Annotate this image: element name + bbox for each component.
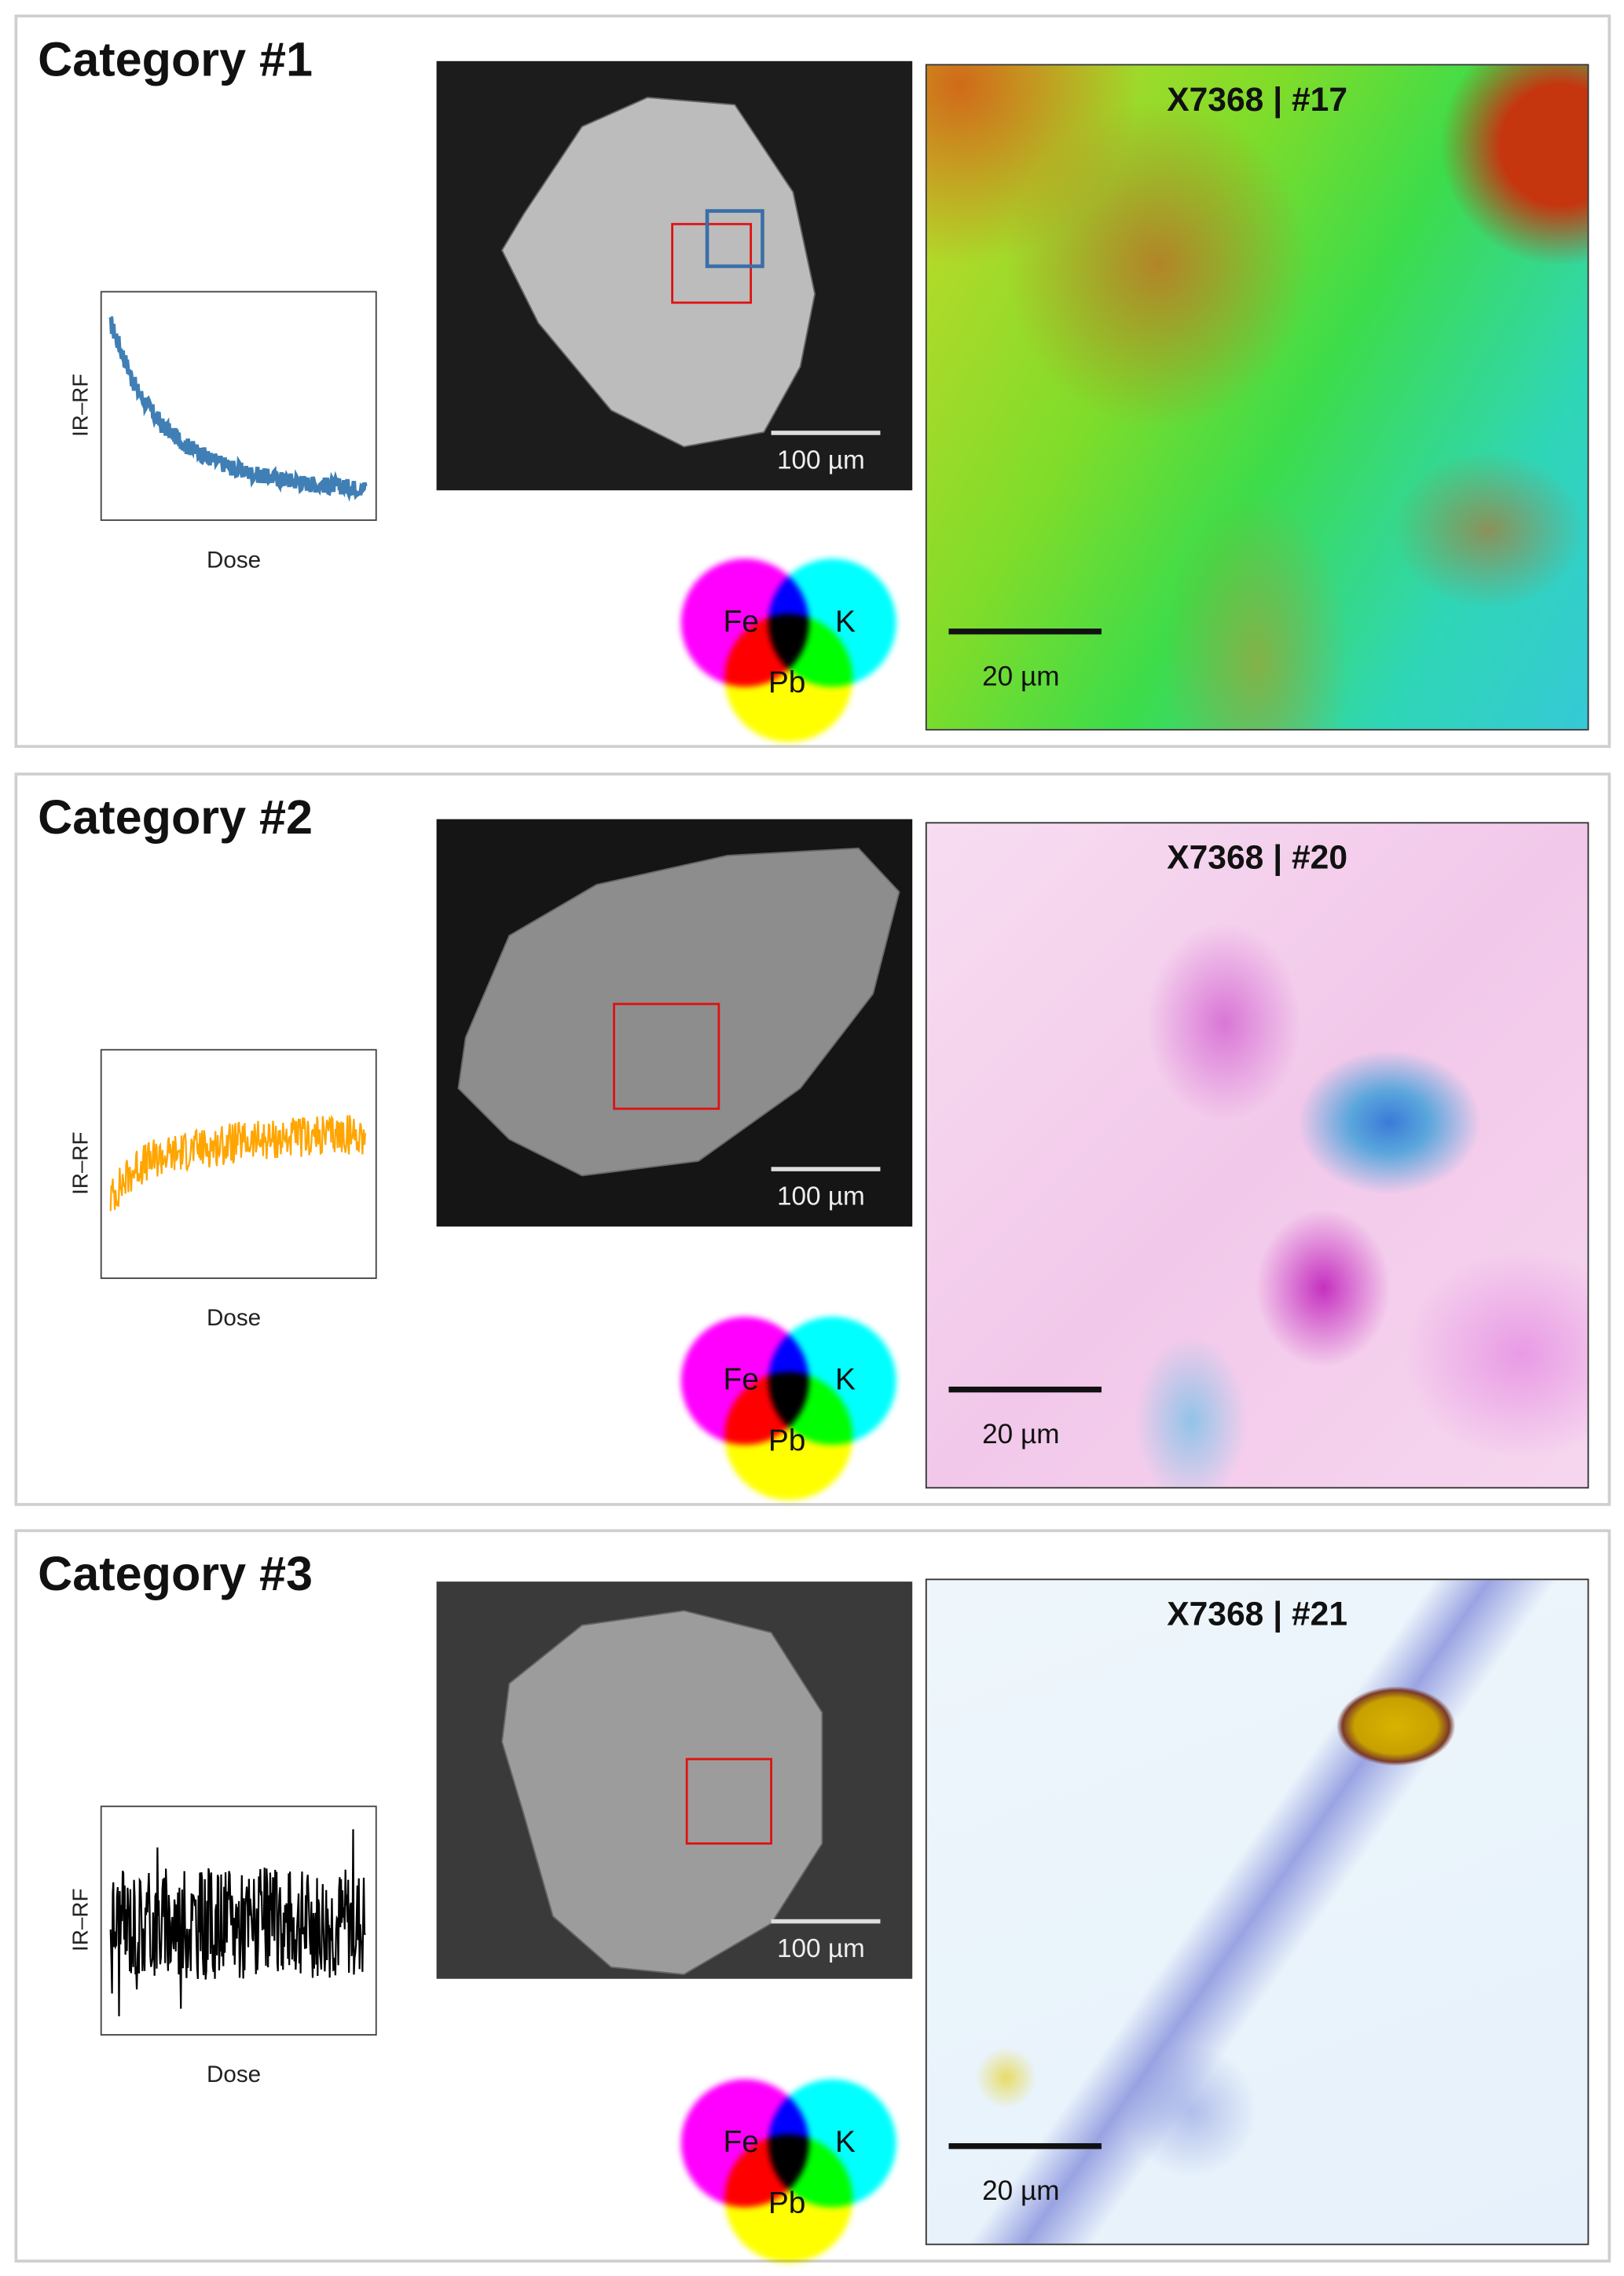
category-title: Category #3 [38,1546,313,1601]
k-label: K [835,2125,856,2160]
sem-image: 100 µm [436,819,913,1227]
category-panel-3: Category #3 IR–RF Dose 100 µm Fe K Pb X7… [14,1529,1611,2263]
sem-scale-bar [771,1167,881,1171]
k-label: K [835,1363,856,1397]
series-line [108,316,368,502]
sem-scale-bar [771,431,881,435]
map-scale-bar [948,2142,1102,2150]
pb-circle [724,1372,853,1501]
category-title: Category #1 [38,31,313,86]
irrf-series [109,1114,366,1211]
pb-label: Pb [768,1424,806,1458]
sem-image: 100 µm [436,60,913,491]
fe-label: Fe [723,1363,759,1397]
irrf-series [108,316,368,502]
red-roi-box [613,1002,720,1110]
map-title: X7368 | #20 [1167,837,1348,876]
blue-roi-box [705,209,764,269]
category-panel-1: Category #1 IR–RF Dose 100 µm Fe K Pb X7… [14,14,1611,748]
element-map: X7368 | #20 20 µm [925,822,1589,1489]
x-axis-label: Dose [206,2063,262,2088]
map-scale-bar [948,1386,1102,1393]
irrf-series [109,1829,366,2017]
grain-shape [457,847,900,1177]
element-map: X7368 | #17 20 µm [925,64,1589,731]
fe-label: Fe [723,605,759,640]
series-line [109,1114,366,1211]
map-title: X7368 | #21 [1167,1594,1348,1633]
pb-label: Pb [768,2186,806,2221]
sem-scale-label: 100 µm [776,1933,865,1963]
k-label: K [835,605,856,640]
sem-scale-label: 100 µm [776,1181,865,1211]
pb-circle [724,2134,853,2263]
element-map: X7368 | #21 20 µm [925,1578,1589,2245]
element-color-legend: Fe K Pb [673,1311,905,1501]
map-scale-label: 20 µm [982,662,1060,693]
sem-image: 100 µm [436,1581,913,1979]
irrf-plot [100,291,377,522]
element-color-legend: Fe K Pb [673,2073,905,2263]
category-panel-2: Category #2 IR–RF Dose 100 µm Fe K Pb X7… [14,772,1611,1506]
red-roi-box [685,1757,772,1845]
x-axis-label: Dose [206,1307,262,1332]
pb-circle [724,614,853,742]
irrf-plot [100,1805,377,2036]
sem-scale-bar [771,1919,881,1924]
fe-label: Fe [723,2125,759,2160]
sem-scale-label: 100 µm [776,445,865,475]
grain-shape [500,97,816,448]
irrf-plot [100,1049,377,1279]
map-scale-label: 20 µm [982,2176,1060,2208]
y-axis-label: IR–RF [68,1888,93,1952]
map-title: X7368 | #17 [1167,79,1348,119]
category-title: Category #2 [38,790,313,845]
pb-label: Pb [768,666,806,700]
red-roi-box [671,222,753,304]
element-color-legend: Fe K Pb [673,553,905,742]
series-line [109,1829,366,2017]
map-scale-bar [948,629,1102,635]
grain-shape [500,1610,823,1976]
y-axis-label: IR–RF [68,373,93,437]
y-axis-label: IR–RF [68,1131,93,1195]
x-axis-label: Dose [206,548,262,574]
map-scale-label: 20 µm [982,1420,1060,1451]
